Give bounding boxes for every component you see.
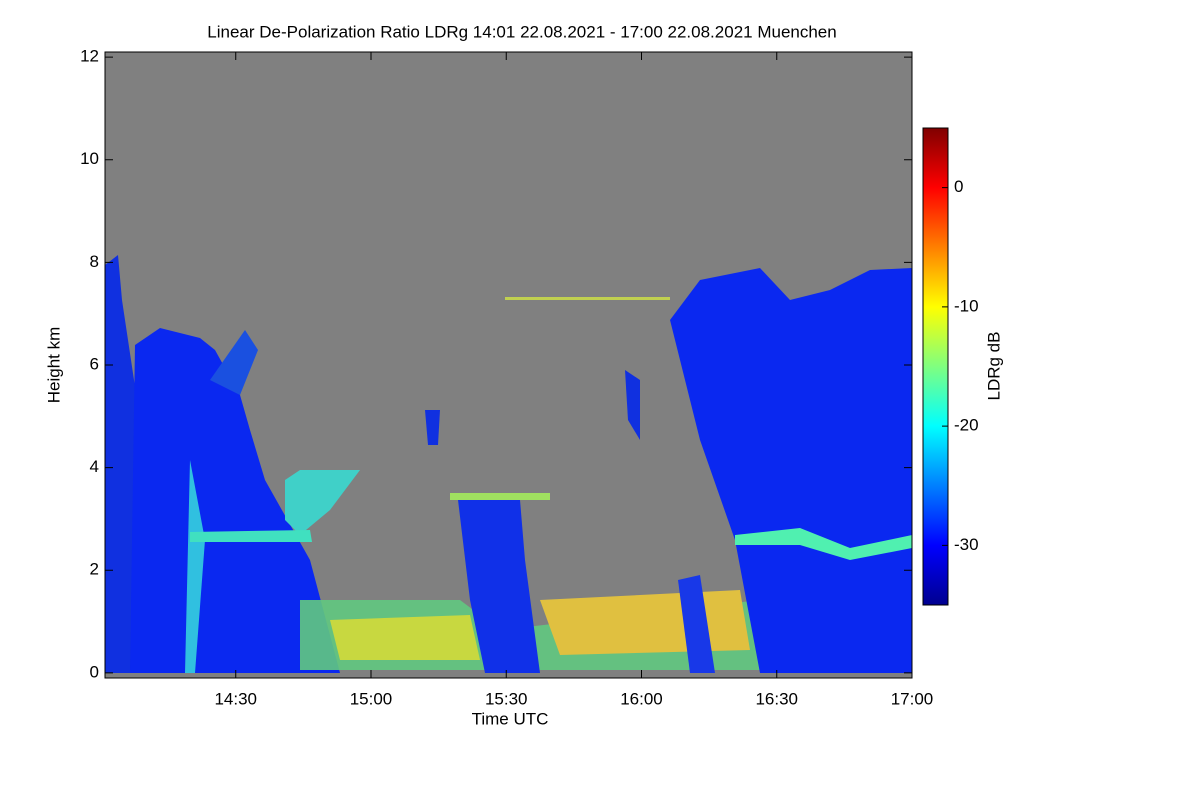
y-tick-label: 6 <box>90 354 99 373</box>
colorbar-tick-label: -20 <box>954 416 979 435</box>
chart-title: Linear De-Polarization Ratio LDRg 14:01 … <box>207 22 836 41</box>
x-tick-label: 16:00 <box>620 689 663 708</box>
y-tick-label: 12 <box>80 47 99 66</box>
x-tick-label: 15:00 <box>350 689 393 708</box>
y-tick-label: 0 <box>90 662 99 681</box>
colorbar-tick-label: -30 <box>954 535 979 554</box>
colorbar-tick-label: -10 <box>954 296 979 315</box>
colorbar-label: LDRg dB <box>984 332 1003 401</box>
x-tick-label: 17:00 <box>891 689 934 708</box>
x-tick-label: 14:30 <box>214 689 257 708</box>
y-tick-label: 10 <box>80 149 99 168</box>
colorbar-tick-label: 0 <box>954 177 963 196</box>
y-tick-label: 8 <box>90 252 99 271</box>
y-axis-label: Height km <box>44 327 63 404</box>
x-tick-label: 15:30 <box>485 689 528 708</box>
x-tick-label: 16:30 <box>755 689 798 708</box>
x-axis-label: Time UTC <box>472 709 549 728</box>
y-tick-label: 2 <box>90 560 99 579</box>
colorbar <box>922 127 949 606</box>
y-tick-label: 4 <box>90 457 99 476</box>
heatmap <box>105 52 912 678</box>
